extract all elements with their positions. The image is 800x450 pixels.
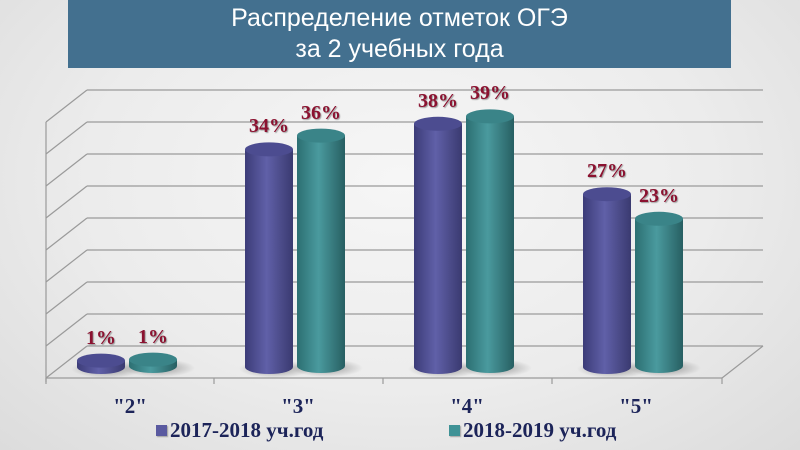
category-label-3: "3" (281, 394, 315, 418)
legend-swatch-purple-icon (156, 425, 167, 436)
value-label: 1% (86, 326, 116, 349)
legend-swatch-teal-icon (449, 425, 460, 436)
legend-item-series-2: 2018-2019 уч.год (449, 418, 616, 443)
value-label: 38% (418, 89, 458, 112)
value-label: 39% (470, 82, 510, 105)
legend-label-series-2: 2018-2019 уч.год (463, 418, 617, 442)
value-label: 27% (587, 160, 627, 183)
chart-title-line-1: Распределение отметок ОГЭ (231, 4, 568, 32)
chart-title-banner: Распределение отметок ОГЭ за 2 учебных г… (68, 0, 731, 68)
value-label: 1% (138, 325, 168, 348)
legend-item-series-1: 2017-2018 уч.год (156, 418, 323, 443)
legend-label-series-1: 2017-2018 уч.год (170, 418, 324, 442)
value-label: 36% (301, 101, 341, 124)
value-label: 34% (249, 115, 289, 138)
value-label: 23% (639, 184, 679, 207)
chart-title-line-2: за 2 учебных года (295, 35, 504, 63)
bars (71, 109, 701, 378)
category-label-2: "2" (113, 394, 147, 418)
category-label-4: "4" (450, 394, 484, 418)
category-label-5: "5" (619, 394, 653, 418)
